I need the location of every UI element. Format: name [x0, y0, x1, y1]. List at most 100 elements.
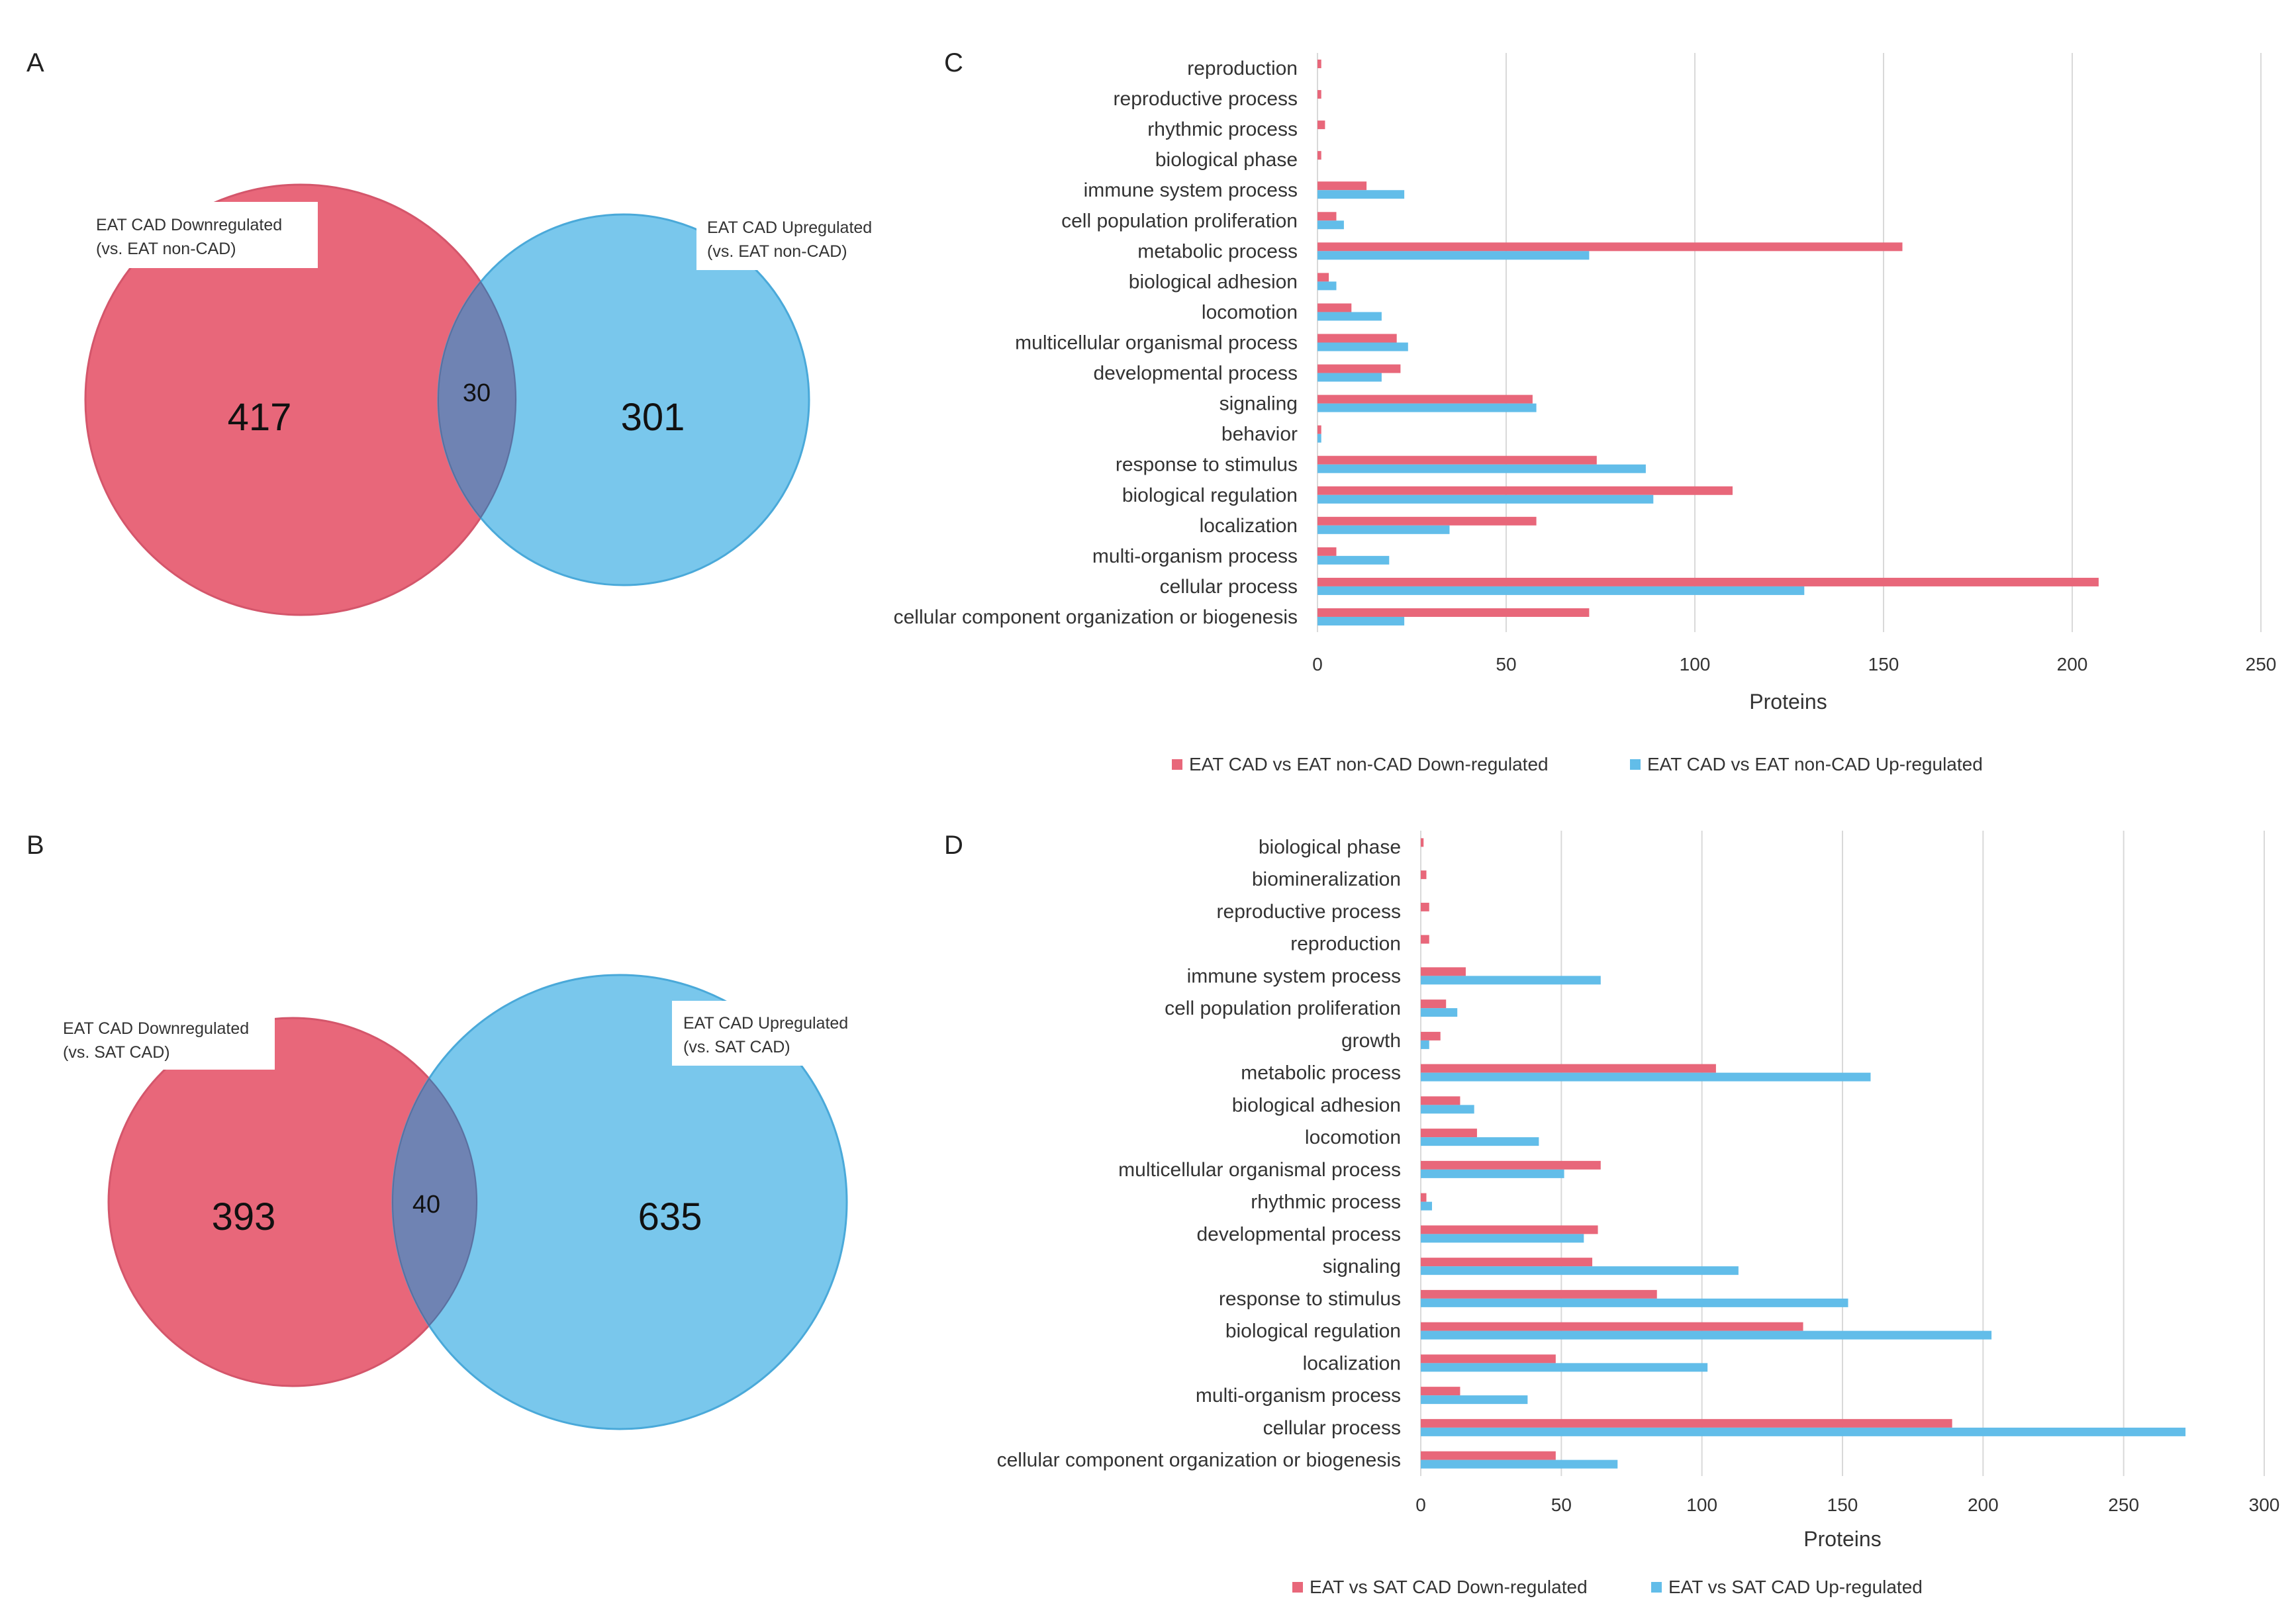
chart-c-legend-up: EAT CAD vs EAT non-CAD Up-regulated	[1647, 754, 1983, 774]
chart-d-legend-down: EAT vs SAT CAD Down-regulated	[1310, 1577, 1588, 1597]
chart-c-bar-up-16	[1317, 555, 1390, 565]
chart-d-bar-down-16	[1421, 1354, 1556, 1364]
chart-d-tick-label-5: 250	[2108, 1495, 2139, 1515]
chart-d-category-label-19: cellular component organization or bioge…	[997, 1450, 1401, 1471]
venn-a-right-label-line2: (vs. EAT non-CAD)	[707, 242, 847, 261]
chart-d-bar-up-15	[1421, 1330, 1992, 1340]
chart-c-bar-up-5	[1317, 220, 1344, 230]
chart-d-bar-down-12	[1421, 1225, 1598, 1234]
bar-chart-c: reproduction reproductive process rhythmic…	[894, 53, 2277, 774]
chart-d-bar-down-5	[1421, 999, 1447, 1009]
chart-d-tick-label-2: 100	[1686, 1495, 1717, 1515]
chart-d-tick-label-6: 300	[2249, 1495, 2280, 1515]
chart-d-bar-down-8	[1421, 1096, 1460, 1105]
chart-d-category-label-17: multi-organism process	[1196, 1385, 1401, 1407]
chart-c-category-label-17: cellular process	[1160, 576, 1298, 598]
chart-d-bar-down-15	[1421, 1322, 1803, 1331]
venn-b-left-count: 393	[212, 1195, 276, 1238]
chart-d-tick-label-1: 50	[1551, 1495, 1572, 1515]
chart-c-bar-up-10	[1317, 373, 1382, 382]
chart-d-category-label-4: immune system process	[1187, 965, 1401, 987]
venn-diagram-a: EAT CAD Downregulated (vs. EAT non-CAD) …	[84, 183, 895, 616]
chart-d-category-label-1: biomineralization	[1252, 868, 1401, 890]
chart-c-category-label-15: localization	[1200, 515, 1298, 537]
chart-c-bar-down-12	[1317, 425, 1321, 434]
chart-c-tick-label-3: 150	[1868, 654, 1899, 674]
chart-c-category-label-18: cellular component organization or bioge…	[894, 606, 1298, 628]
chart-d-category-label-5: cell population proliferation	[1165, 997, 1401, 1019]
chart-d-category-label-8: biological adhesion	[1232, 1094, 1401, 1116]
venn-b-left-label-line1: EAT CAD Downregulated	[63, 1019, 249, 1038]
chart-d-category-label-9: locomotion	[1305, 1127, 1401, 1148]
chart-c-bar-up-7	[1317, 281, 1337, 291]
bar-chart-d: biological phase biomineralization reprodu…	[997, 831, 2280, 1597]
chart-d-bar-down-11	[1421, 1193, 1427, 1202]
chart-d-category-label-10: multicellular organismal process	[1118, 1159, 1401, 1181]
chart-c-bar-down-13	[1317, 455, 1597, 465]
chart-d-bar-down-17	[1421, 1387, 1460, 1396]
chart-d-bar-down-4	[1421, 967, 1466, 976]
chart-c-bar-up-11	[1317, 403, 1537, 412]
chart-c-bar-down-4	[1317, 181, 1367, 191]
venn-diagram-b: EAT CAD Downregulated (vs. SAT CAD) EAT …	[53, 974, 871, 1430]
chart-c-tick-label-1: 50	[1496, 654, 1516, 674]
chart-c-category-label-1: reproductive process	[1114, 88, 1298, 110]
chart-c-bar-down-14	[1317, 486, 1733, 495]
chart-c-tick-label-0: 0	[1312, 654, 1323, 674]
chart-d-category-label-16: localization	[1303, 1352, 1401, 1374]
chart-d-bar-up-16	[1421, 1363, 1708, 1372]
chart-c-bar-down-7	[1317, 273, 1329, 282]
venn-a-left-label-line1: EAT CAD Downregulated	[96, 216, 282, 234]
venn-b-right-count: 635	[638, 1195, 702, 1238]
chart-c-bar-down-2	[1317, 120, 1325, 130]
chart-c-legend-down: EAT CAD vs EAT non-CAD Down-regulated	[1189, 754, 1549, 774]
chart-c-bar-up-13	[1317, 464, 1646, 473]
chart-d-bar-down-10	[1421, 1160, 1601, 1170]
chart-c-bar-down-15	[1317, 516, 1537, 526]
chart-c-category-label-11: signaling	[1220, 393, 1298, 415]
chart-c-category-label-4: immune system process	[1084, 179, 1298, 201]
chart-d-bar-up-13	[1421, 1266, 1739, 1275]
venn-b-right-label-line1: EAT CAD Upregulated	[683, 1014, 848, 1033]
venn-a-right-label-box	[696, 205, 895, 270]
chart-c-tick-label-5: 250	[2246, 654, 2277, 674]
venn-b-right-label-box	[672, 1001, 871, 1066]
venn-b-overlap-count: 40	[412, 1191, 440, 1219]
chart-d-bar-up-14	[1421, 1298, 1848, 1307]
chart-d-category-label-13: signaling	[1323, 1256, 1401, 1277]
chart-d-category-label-6: growth	[1341, 1030, 1401, 1052]
chart-c-category-label-16: multi-organism process	[1092, 545, 1298, 567]
chart-c-bar-down-1	[1317, 90, 1321, 99]
venn-a-right-count: 301	[621, 396, 685, 439]
chart-d-bar-down-7	[1421, 1064, 1716, 1073]
chart-d-bar-down-13	[1421, 1258, 1593, 1267]
venn-b-left-label-box	[53, 1005, 275, 1070]
chart-c-legend-swatch-up	[1630, 759, 1641, 770]
chart-c-bar-down-18	[1317, 608, 1590, 617]
chart-d-bar-up-18	[1421, 1427, 2186, 1436]
chart-d-category-label-3: reproduction	[1290, 933, 1401, 955]
chart-d-bar-up-4	[1421, 976, 1601, 985]
chart-d-bar-up-6	[1421, 1040, 1429, 1049]
chart-c-bar-down-9	[1317, 334, 1397, 343]
chart-c-category-label-12: behavior	[1221, 424, 1298, 445]
chart-c-bar-up-12	[1317, 434, 1321, 443]
chart-c-bar-down-16	[1317, 547, 1337, 556]
chart-d-category-label-18: cellular process	[1263, 1417, 1401, 1439]
chart-d-bar-down-2	[1421, 902, 1429, 911]
chart-c-category-label-2: rhythmic process	[1147, 118, 1298, 140]
chart-d-bar-down-9	[1421, 1129, 1477, 1138]
chart-c-category-label-3: biological phase	[1155, 149, 1298, 171]
chart-c-bar-up-8	[1317, 312, 1382, 321]
chart-c-bar-up-15	[1317, 525, 1450, 534]
chart-d-bar-up-19	[1421, 1459, 1618, 1469]
venn-b-left-label-line2: (vs. SAT CAD)	[63, 1043, 170, 1062]
chart-d-category-label-7: metabolic process	[1241, 1062, 1401, 1084]
chart-c-bar-up-17	[1317, 586, 1805, 595]
chart-c-legend-swatch-down	[1172, 759, 1182, 770]
chart-c-bar-down-5	[1317, 212, 1337, 221]
chart-c-bar-up-6	[1317, 251, 1590, 260]
venn-a-left-label-line2: (vs. EAT non-CAD)	[96, 240, 236, 258]
chart-d-bar-down-3	[1421, 935, 1429, 944]
chart-c-tick-label-2: 100	[1680, 654, 1711, 674]
